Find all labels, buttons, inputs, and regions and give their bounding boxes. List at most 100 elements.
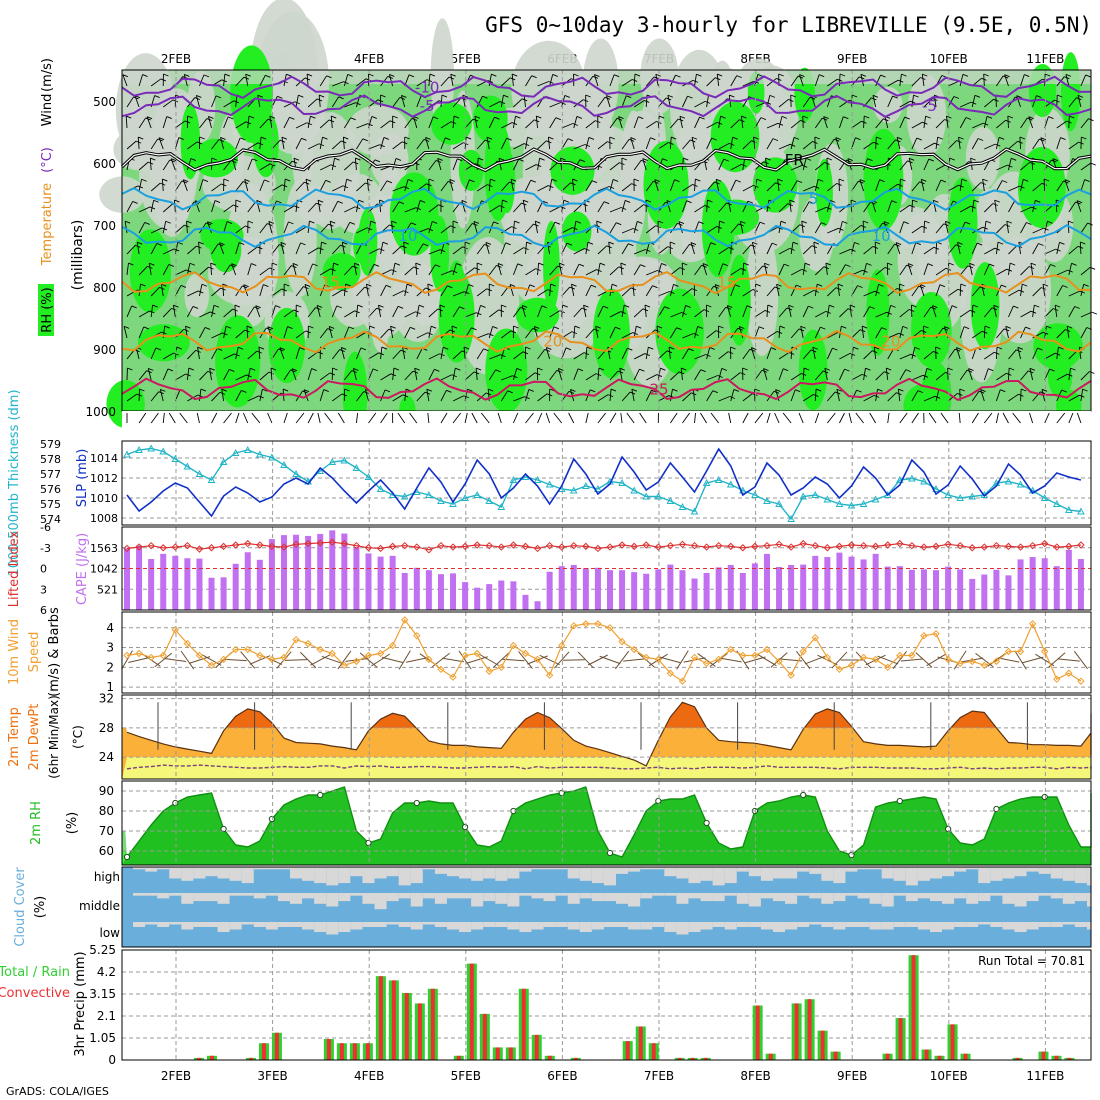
upper-wind-barb (307, 247, 319, 255)
lifted-index-point (557, 543, 566, 551)
upper-wind-barb-flag (280, 241, 287, 245)
upper-wind-barb-flag (462, 94, 468, 98)
rh-moist-patch (268, 307, 306, 384)
upper-wind-barb-flag (865, 367, 871, 371)
upper-wind-barb (633, 221, 638, 234)
cloud-gray-cell (833, 867, 846, 884)
cloud-gray-cell (543, 922, 556, 927)
precip-convective-bar (495, 1047, 500, 1060)
cloud-gray-cell (362, 893, 375, 904)
upper-wind-barb (609, 162, 620, 171)
rh2m-point (655, 797, 662, 805)
precip-convective-bar (911, 955, 916, 1060)
upper-wind-barb (573, 352, 585, 360)
upper-wind-barb (533, 326, 538, 339)
upper-wind-barb-flag (1054, 304, 1061, 308)
upper-wind-barb-flag (246, 325, 253, 329)
cloud-gray-cell (434, 922, 447, 927)
upper-wind-barb (416, 391, 426, 402)
upper-wind-barb-flag (507, 390, 513, 394)
cloud-gray-cell (905, 922, 918, 927)
upper-wind-barb (497, 263, 502, 276)
upper-wind-barb (778, 263, 785, 276)
upper-wind-barb (923, 395, 936, 402)
upper-wind-barb (199, 74, 205, 87)
thickness-point (243, 445, 252, 453)
wind10m-barb (518, 651, 533, 669)
upper-wind-barb (923, 98, 933, 108)
wind10m-point (231, 645, 240, 654)
upper-wind-barb-flag (904, 116, 910, 120)
upper-wind-barb-flag (527, 136, 533, 140)
wind10m-point (171, 626, 180, 634)
upper-wind-barb-flag (513, 325, 519, 329)
upper-wind-barb (187, 141, 198, 150)
upper-wind-barb (344, 161, 354, 171)
upper-wind-barb (947, 140, 957, 150)
upper-wind-barb (742, 140, 752, 150)
cloud-gray-cell (422, 867, 435, 870)
upper-wind-barb (826, 305, 830, 318)
upper-wind-barb-flag (418, 304, 425, 308)
upper-wind-barb-flag (241, 389, 247, 393)
upper-wind-barb (996, 328, 1005, 339)
upper-wind-barb (392, 201, 400, 213)
precip-convective-bar (352, 1043, 357, 1060)
upper-wind-barb (766, 200, 770, 213)
upper-wind-barb-flag (488, 388, 494, 392)
upper-wind-barb (766, 242, 773, 255)
upper-wind-barb (899, 178, 901, 192)
upper-wind-barb (633, 204, 644, 213)
upper-wind-barb-flag (435, 264, 441, 268)
upper-wind-barb (331, 305, 338, 318)
wind10m-barb (961, 657, 984, 663)
upper-wind-barb (766, 138, 774, 150)
upper-wind-barb (706, 77, 716, 87)
upper-wind-barb (187, 350, 197, 360)
upper-wind-barb-flag (139, 388, 145, 392)
upper-wind-barb-flag (658, 115, 665, 119)
upper-wind-barb (223, 160, 232, 171)
wind10m-barb (310, 654, 331, 666)
upper-wind-barb-flag (173, 304, 179, 308)
upper-wind-barb (778, 247, 790, 255)
upper-wind-barb (730, 389, 735, 402)
upper-wind-barb (801, 221, 804, 234)
upper-wind-barb-flag (369, 325, 375, 329)
upper-wind-barb (911, 77, 921, 87)
upper-wind-barb (959, 101, 972, 108)
upper-wind-barb-flag (1025, 326, 1031, 330)
upper-wind-barb (549, 206, 561, 213)
upper-wind-barb-flag (983, 122, 989, 126)
upper-wind-barb (994, 200, 997, 213)
upper-wind-barb (232, 158, 237, 171)
upper-wind-barb (826, 347, 833, 360)
upper-wind-barb (464, 312, 477, 318)
surface-wind-barb (597, 412, 606, 424)
lifted-index-point (268, 542, 276, 551)
cloud-gray-cell (495, 867, 508, 881)
upper-wind-barb (416, 139, 425, 150)
thickness-point (533, 475, 542, 483)
wind10m-barb (299, 651, 317, 669)
rh-dry-patch (965, 126, 1000, 190)
upper-wind-barb (572, 179, 575, 192)
upper-wind-barb-flag (397, 305, 404, 309)
upper-wind-barb-flag (156, 242, 162, 246)
upper-wind-barb (597, 306, 604, 318)
cloud-gray-cell (386, 893, 399, 902)
wind10m-point (763, 645, 771, 654)
upper-wind-barb-flag (661, 262, 667, 266)
upper-wind-barb (331, 158, 336, 171)
precip-convective-bar (768, 1053, 773, 1060)
date-label-top: 4FEB (354, 52, 384, 66)
cloud-gray-cell (833, 893, 846, 902)
upper-wind-barb (959, 74, 964, 87)
upper-wind-barb-flag (526, 241, 532, 245)
wind10m-point (1004, 647, 1013, 656)
upper-wind-barb (694, 309, 705, 318)
cape-bar (377, 556, 384, 610)
upper-wind-barb (404, 327, 411, 339)
thickness-point (630, 486, 638, 494)
wind10m-barb (458, 650, 472, 670)
